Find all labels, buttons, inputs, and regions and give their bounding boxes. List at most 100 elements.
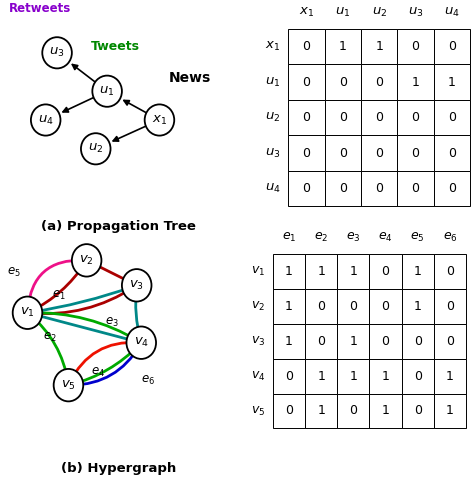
Text: 1: 1 [414,300,422,313]
Text: $u_{3}$: $u_{3}$ [408,5,423,19]
Text: $u_{1}$: $u_{1}$ [100,84,115,98]
Bar [361,171,397,206]
Bar [370,254,401,289]
Bar [337,394,370,428]
Bar [434,359,466,394]
Text: 0: 0 [446,300,454,313]
Bar [370,394,401,428]
Bar [434,29,470,64]
Text: 1: 1 [446,370,454,383]
Text: $v_{2}$: $v_{2}$ [79,254,94,267]
Bar [288,171,325,206]
Text: (a) Propagation Tree: (a) Propagation Tree [41,220,196,233]
Bar [273,359,305,394]
Text: 0: 0 [339,111,347,124]
Text: $v_{1}$: $v_{1}$ [20,306,35,319]
Text: 0: 0 [302,40,310,53]
Text: $x_{1}$: $x_{1}$ [265,40,281,53]
Text: 0: 0 [448,182,456,195]
Bar [397,135,434,171]
Text: 0: 0 [339,146,347,160]
Text: 1: 1 [448,75,456,89]
Text: 1: 1 [285,265,293,278]
Text: $e_{4}$: $e_{4}$ [91,366,105,379]
Bar [325,29,361,64]
Text: $v_{2}$: $v_{2}$ [251,300,265,313]
Text: 1: 1 [414,265,422,278]
Text: 1: 1 [317,265,325,278]
Text: $v_{5}$: $v_{5}$ [251,405,265,418]
Bar [361,29,397,64]
Bar [337,359,370,394]
Bar [397,29,434,64]
Bar [397,64,434,100]
Text: 0: 0 [375,182,383,195]
Text: $u_{4}$: $u_{4}$ [38,113,54,127]
Bar [305,359,337,394]
Text: Tweets: Tweets [91,40,140,53]
Text: 1: 1 [411,75,419,89]
Bar [288,100,325,135]
Text: 1: 1 [375,40,383,53]
Text: 1: 1 [339,40,346,53]
Bar [337,324,370,359]
Bar [305,324,337,359]
Text: $e_{5}$: $e_{5}$ [7,266,21,279]
Text: 0: 0 [339,182,347,195]
Text: 0: 0 [382,300,390,313]
Bar [401,394,434,428]
Circle shape [127,326,156,359]
Circle shape [81,133,110,164]
Text: $u_{2}$: $u_{2}$ [372,5,387,19]
Bar [434,394,466,428]
Bar [434,289,466,324]
Bar [401,324,434,359]
Bar [288,135,325,171]
Bar [337,289,370,324]
Circle shape [13,297,42,329]
Text: 0: 0 [375,75,383,89]
Text: $e_{2}$: $e_{2}$ [44,331,57,344]
Text: $v_{5}$: $v_{5}$ [61,379,76,392]
Bar [434,100,470,135]
Text: 0: 0 [302,146,310,160]
Text: 0: 0 [411,146,419,160]
Text: 0: 0 [317,300,325,313]
Text: 0: 0 [448,146,456,160]
Bar [434,254,466,289]
Text: $u_{3}$: $u_{3}$ [49,46,65,60]
Bar [434,324,466,359]
Text: $u_{4}$: $u_{4}$ [444,5,460,19]
Text: 0: 0 [375,111,383,124]
Text: $e_{1}$: $e_{1}$ [53,289,66,302]
Text: 0: 0 [302,182,310,195]
Text: $e_{5}$: $e_{5}$ [410,231,425,244]
Bar [305,394,337,428]
Text: 1: 1 [349,265,357,278]
Text: 0: 0 [285,405,293,418]
Text: 1: 1 [446,405,454,418]
Text: $x_{1}$: $x_{1}$ [299,5,314,19]
Circle shape [122,269,152,301]
Text: $v_{1}$: $v_{1}$ [251,265,265,278]
Bar [434,64,470,100]
Text: $e_{4}$: $e_{4}$ [378,231,393,244]
Text: 0: 0 [414,335,422,348]
Circle shape [72,244,101,276]
Bar [361,135,397,171]
Bar [401,359,434,394]
Text: 0: 0 [411,40,419,53]
Text: $v_{4}$: $v_{4}$ [134,336,149,349]
Text: 0: 0 [446,265,454,278]
Text: $u_{1}$: $u_{1}$ [335,5,350,19]
Bar [370,359,401,394]
Bar [401,289,434,324]
Text: Retweets: Retweets [9,2,72,15]
Bar [288,29,325,64]
Bar [325,64,361,100]
Bar [273,324,305,359]
Text: 1: 1 [317,405,325,418]
Bar [434,135,470,171]
Text: 0: 0 [375,146,383,160]
Text: $e_{1}$: $e_{1}$ [282,231,296,244]
